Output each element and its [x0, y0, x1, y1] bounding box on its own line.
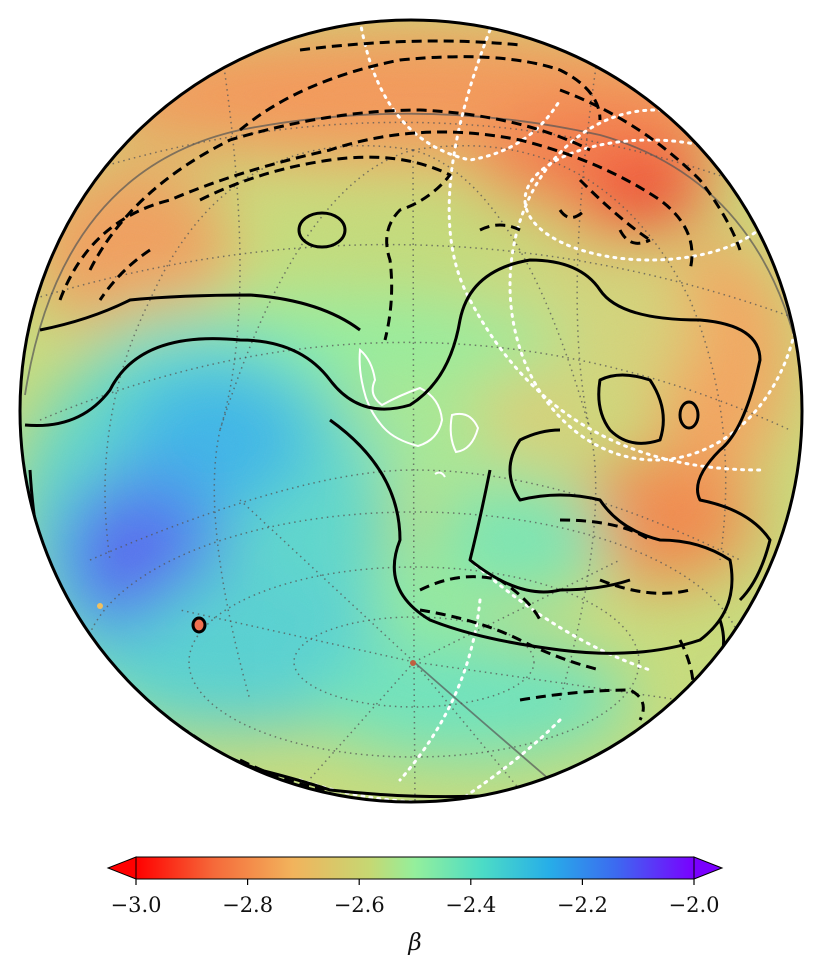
colorbar-ticks: −3.0 −2.8 −2.6 −2.4 −2.2 −2.0 — [111, 879, 720, 917]
colorbar-tick-label: −2.6 — [334, 893, 385, 917]
colorbar-tick-label: −3.0 — [111, 893, 162, 917]
sky-map-globe — [18, 18, 804, 804]
colorbar: −3.0 −2.8 −2.6 −2.4 −2.2 −2.0 β — [106, 856, 724, 956]
reference-great-circles — [24, 112, 801, 781]
colorbar-tick-label: −2.4 — [445, 893, 496, 917]
noise-texture — [20, 20, 802, 802]
colorbar-label: β — [407, 930, 421, 956]
point-sources — [97, 603, 416, 666]
globe-limb — [18, 18, 804, 804]
colorbar-tick-label: −2.8 — [222, 893, 273, 917]
colorbar-tick-label: −2.0 — [669, 893, 720, 917]
colorbar-over-arrow — [693, 856, 724, 880]
colorbar-under-arrow — [106, 856, 137, 880]
dashed-black-contours — [58, 39, 742, 792]
colorbar-tick-label: −2.2 — [557, 893, 608, 917]
colorbar-gradient — [135, 856, 695, 880]
